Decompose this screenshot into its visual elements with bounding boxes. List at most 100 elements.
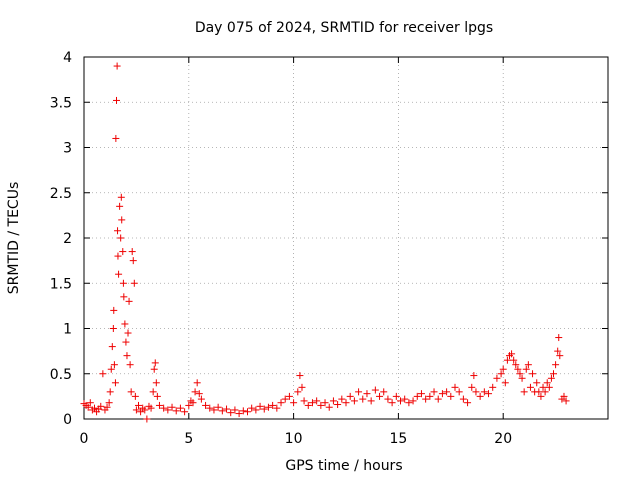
data-point — [526, 383, 534, 391]
data-point — [533, 379, 541, 387]
data-point — [555, 334, 563, 342]
data-point — [252, 406, 260, 414]
y-tick-label: 1 — [63, 322, 72, 338]
data-point — [131, 392, 139, 400]
data-point — [193, 379, 201, 387]
data-point — [147, 404, 155, 412]
data-point — [434, 395, 442, 403]
data-point — [499, 365, 507, 373]
data-point — [115, 270, 123, 278]
data-point — [239, 407, 247, 415]
data-point — [510, 356, 518, 364]
data-point — [260, 405, 268, 413]
data-points — [80, 62, 570, 423]
data-point — [485, 390, 493, 398]
data-point — [110, 306, 118, 314]
data-point — [455, 388, 463, 396]
data-point — [218, 407, 226, 415]
data-point — [123, 352, 131, 360]
chart-title: Day 075 of 2024, SRMTID for receiver lpg… — [195, 20, 493, 36]
data-point — [422, 395, 430, 403]
data-point — [518, 374, 526, 382]
data-point — [112, 96, 120, 104]
data-point — [313, 397, 321, 405]
data-point — [126, 361, 134, 369]
data-point — [497, 370, 505, 378]
data-point — [539, 383, 547, 391]
data-point — [346, 392, 354, 400]
data-point — [529, 370, 537, 378]
y-tick-label: 4 — [63, 50, 72, 66]
data-point — [108, 343, 116, 351]
y-tick-label: 3.5 — [50, 95, 72, 111]
data-point — [189, 399, 197, 407]
grid — [84, 57, 608, 419]
data-point — [376, 392, 384, 400]
data-point — [122, 338, 130, 346]
data-point — [113, 62, 121, 70]
data-point — [294, 388, 302, 396]
data-point — [256, 402, 264, 410]
data-point — [338, 395, 346, 403]
y-tick-label: 1.5 — [50, 276, 72, 292]
data-point — [143, 415, 151, 423]
data-point — [547, 374, 555, 382]
data-point — [86, 399, 94, 407]
data-point — [451, 383, 459, 391]
data-point — [503, 356, 511, 364]
data-point — [342, 399, 350, 407]
data-point — [151, 359, 159, 367]
data-point — [134, 401, 142, 409]
data-point — [160, 404, 168, 412]
data-point — [119, 248, 127, 256]
data-point — [516, 370, 524, 378]
data-point — [514, 365, 522, 373]
data-point — [235, 410, 243, 418]
data-point — [443, 388, 451, 396]
data-point — [298, 383, 306, 391]
y-tick-label: 0.5 — [50, 367, 72, 383]
data-point — [118, 216, 126, 224]
data-point — [191, 388, 199, 396]
data-point — [384, 395, 392, 403]
data-point — [401, 395, 409, 403]
data-point — [116, 202, 124, 210]
data-point — [554, 347, 562, 355]
data-point — [543, 379, 551, 387]
data-point — [367, 397, 375, 405]
data-point — [388, 399, 396, 407]
data-point — [501, 379, 509, 387]
data-point — [99, 370, 107, 378]
data-point — [155, 401, 163, 409]
data-point — [535, 388, 543, 396]
data-point — [124, 329, 132, 337]
data-point — [105, 399, 113, 407]
data-point — [562, 397, 570, 405]
data-point — [560, 392, 568, 400]
data-point — [223, 405, 231, 413]
data-point — [281, 395, 289, 403]
data-point — [464, 399, 472, 407]
data-point — [114, 227, 122, 235]
data-point — [550, 370, 558, 378]
data-point — [541, 388, 549, 396]
data-point — [350, 397, 358, 405]
data-point — [206, 404, 214, 412]
x-tick-label: 15 — [389, 431, 407, 447]
data-point — [430, 388, 438, 396]
data-point — [409, 397, 417, 405]
data-point — [480, 388, 488, 396]
data-point — [127, 388, 135, 396]
data-point — [380, 388, 388, 396]
data-point — [512, 361, 520, 369]
data-point — [90, 404, 98, 412]
data-point — [121, 320, 129, 328]
data-point — [489, 383, 497, 391]
data-point — [227, 409, 235, 417]
data-point — [137, 408, 145, 416]
data-point — [243, 408, 251, 416]
data-point — [231, 406, 239, 414]
data-point — [472, 388, 480, 396]
data-point — [520, 388, 528, 396]
